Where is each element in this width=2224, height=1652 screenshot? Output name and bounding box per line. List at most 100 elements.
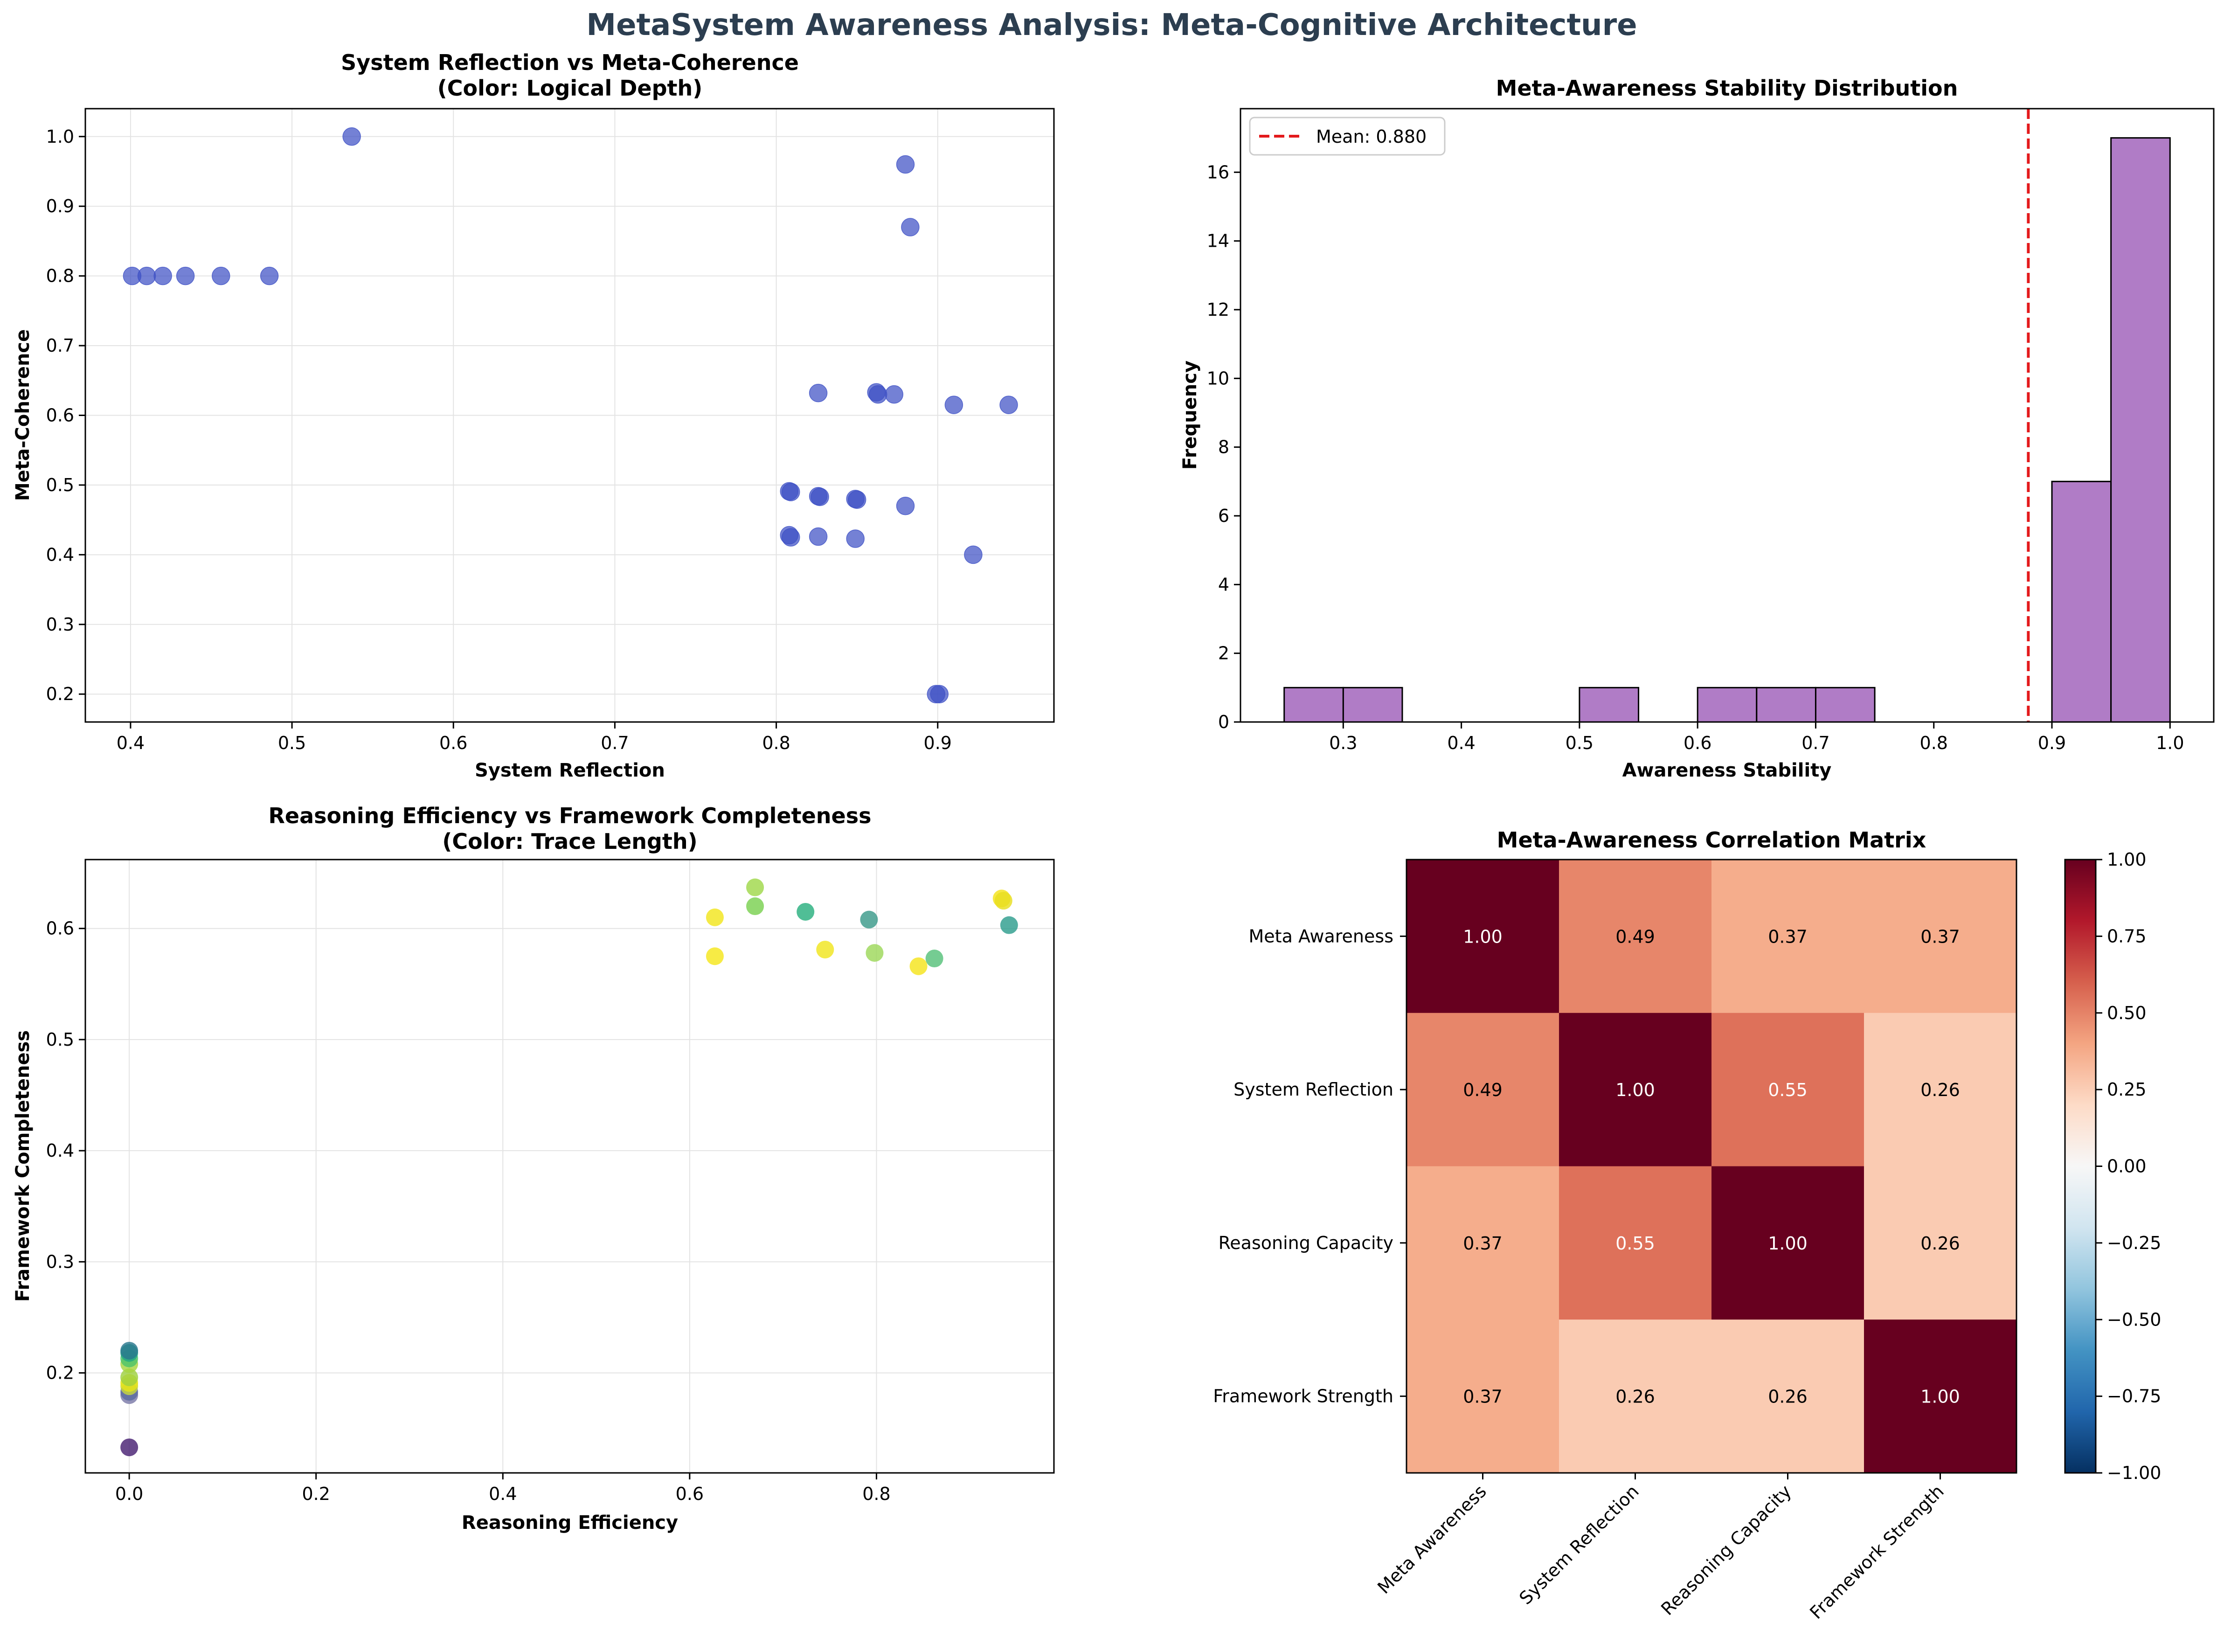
heatmap-cell	[1559, 1166, 1712, 1320]
heatmap-ytick-label: System Reflection	[1233, 1079, 1393, 1100]
colorbar	[2064, 859, 2097, 1474]
scatter1-point	[964, 545, 983, 564]
scatter1-point	[847, 490, 866, 509]
colorbar-tick-label: 0.75	[2107, 926, 2147, 946]
scatter1-point	[781, 483, 800, 501]
hist-ytick-label: 14	[1207, 231, 1229, 251]
scatter2-point	[860, 910, 878, 929]
scatter1-point	[896, 155, 915, 174]
heatmap-cell	[1864, 1166, 2017, 1320]
scatter2-point	[797, 902, 815, 921]
heatmap-cell	[1711, 1319, 1864, 1473]
scatter1-xlabel: System Reflection	[475, 760, 665, 781]
hist-bar	[2051, 480, 2112, 723]
heatmap-cell	[1406, 1319, 1559, 1473]
heatmap-ytick-label: Framework Strength	[1213, 1386, 1393, 1407]
hist-ytick-label: 8	[1218, 437, 1229, 458]
heatmap-xtick-label: Reasoning Capacity	[1657, 1481, 1795, 1619]
scatter2-ytick-label: 0.3	[46, 1251, 74, 1272]
heatmap-cell	[1711, 1013, 1864, 1166]
hist-xtick-label: 0.9	[2038, 733, 2066, 753]
scatter1-ytick-label: 1.0	[46, 126, 74, 147]
scatter2-xtick-label: 0.8	[862, 1484, 890, 1504]
scatter1-xtick-label: 0.8	[762, 733, 790, 753]
colorbar-tick-label: −0.50	[2107, 1309, 2161, 1330]
heatmap-ytick-label: Meta Awareness	[1249, 926, 1393, 946]
scatter1-ytick-label: 0.2	[46, 684, 74, 704]
scatter1-point	[212, 266, 230, 285]
heatmap-cell	[1559, 1013, 1712, 1166]
heatmap-cell	[1864, 1319, 2017, 1473]
colorbar-tick-label: 1.00	[2107, 849, 2147, 870]
heatmap-cell	[1864, 860, 2017, 1013]
hist-bar	[2110, 137, 2171, 723]
scatter2-title-line1: Reasoning Efficiency vs Framework Comple…	[268, 803, 871, 828]
scatter1-ytick-label: 0.6	[46, 405, 74, 426]
hist-xtick-label: 0.7	[1801, 733, 1829, 753]
heatmap-cell-label: 1.00	[1463, 926, 1503, 947]
scatter2-point	[994, 892, 1012, 910]
hist-title: Meta-Awareness Stability Distribution	[1496, 76, 1958, 101]
hist-xlabel: Awareness Stability	[1622, 760, 1832, 781]
panel-correlation-heatmap: Meta-Awareness Correlation Matrix 1.00 0.…	[1213, 827, 2161, 1623]
scatter2-point	[1000, 916, 1018, 934]
scatter1-point	[885, 385, 904, 404]
heatmap-cell	[1711, 1166, 1864, 1320]
hist-legend: Mean: 0.880	[1249, 117, 1446, 156]
heatmap-frame	[1406, 859, 2017, 1474]
hist-xtick-label: 0.4	[1447, 733, 1475, 753]
hist-legend-label: Mean: 0.880	[1316, 126, 1427, 147]
figure-suptitle: MetaSystem Awareness Analysis: Meta-Cogn…	[586, 8, 1637, 42]
heatmap-cell	[1406, 860, 1559, 1013]
heatmap-cell	[1559, 1319, 1712, 1473]
hist-xtick-label: 0.5	[1566, 733, 1594, 753]
scatter2-ytick-label: 0.2	[46, 1363, 74, 1383]
scatter2-title-line2: (Color: Trace Length)	[442, 829, 697, 854]
hist-axes-frame	[1240, 108, 2215, 723]
hist-ytick-label: 10	[1207, 368, 1229, 389]
hist-ylabel: Frequency	[1179, 361, 1201, 470]
scatter2-point	[120, 1438, 139, 1457]
panel-scatter-reflection: System Reflection vs Meta-Coherence (Col…	[12, 50, 1055, 781]
scatter2-point	[746, 897, 764, 916]
heatmap-cell-label: 0.55	[1768, 1080, 1808, 1100]
scatter2-ytick-label: 0.4	[46, 1140, 74, 1161]
scatter1-point	[846, 529, 865, 548]
scatter1-point	[153, 266, 172, 285]
heatmap-cell	[1864, 1013, 2017, 1166]
hist-bar	[1579, 687, 1640, 723]
hist-xtick-label: 0.6	[1684, 733, 1711, 753]
hist-bar	[1756, 687, 1816, 723]
scatter2-axes-frame	[84, 859, 1055, 1474]
scatter2-point	[120, 1341, 139, 1360]
hist-bar	[1815, 687, 1876, 723]
scatter1-xtick-label: 0.5	[278, 733, 306, 753]
heatmap-cell	[1559, 860, 1712, 1013]
scatter1-ytick-label: 0.9	[46, 196, 74, 216]
heatmap-cell-label: 0.37	[1768, 926, 1808, 947]
colorbar-tick-label: −0.75	[2107, 1386, 2161, 1407]
scatter1-point	[944, 396, 963, 414]
colorbar-tick-label: 0.50	[2107, 1003, 2147, 1023]
scatter1-ytick-label: 0.4	[46, 544, 74, 565]
heatmap-xtick-label: System Reflection	[1515, 1481, 1643, 1609]
scatter1-ytick-label: 0.3	[46, 614, 74, 635]
scatter1-point	[176, 266, 195, 285]
scatter1-xtick-label: 0.7	[601, 733, 629, 753]
heatmap-cell-label: 1.00	[1920, 1387, 1960, 1407]
scatter1-point	[260, 266, 279, 285]
scatter2-point	[866, 944, 884, 962]
scatter1-ytick-label: 0.7	[46, 335, 74, 356]
hist-xtick-label: 0.3	[1329, 733, 1357, 753]
hist-ytick-label: 12	[1207, 299, 1229, 320]
scatter1-xtick-label: 0.9	[924, 733, 952, 753]
scatter2-xtick-label: 0.0	[115, 1484, 143, 1504]
scatter1-point	[137, 266, 156, 285]
hist-bar	[1342, 687, 1403, 723]
scatter2-xtick-label: 0.2	[302, 1484, 330, 1504]
heatmap-cell-label: 0.55	[1615, 1233, 1655, 1254]
hist-xtick-label: 1.0	[2156, 733, 2184, 753]
scatter1-xtick-label: 0.4	[117, 733, 145, 753]
heatmap-cell-label: 0.49	[1615, 926, 1655, 947]
scatter2-point	[706, 908, 724, 926]
